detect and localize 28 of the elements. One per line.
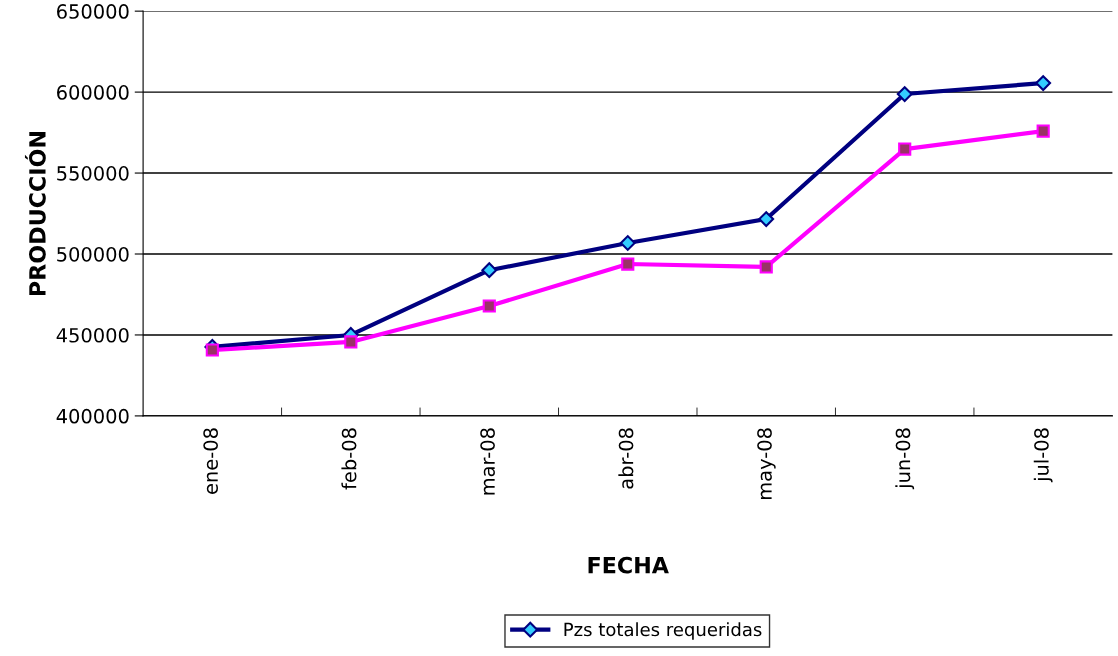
point <box>758 211 775 227</box>
point <box>1035 75 1052 91</box>
point <box>344 335 358 349</box>
point <box>481 262 498 279</box>
x-tick-label: jul-08 <box>1033 428 1053 483</box>
x-axis-title: FECHA <box>588 556 669 574</box>
point <box>898 142 912 156</box>
x-tick-label: may-08 <box>757 428 776 500</box>
x-tick-label: mar-08 <box>480 428 495 495</box>
y-tick-label: 500000 <box>57 246 129 262</box>
y-tick-label: 550000 <box>57 166 129 181</box>
point <box>759 260 773 274</box>
y-tick-label: 400000 <box>56 408 129 424</box>
point <box>1036 124 1050 138</box>
x-tick-label: abr-08 <box>618 428 634 489</box>
point <box>619 235 636 251</box>
point <box>205 343 219 357</box>
legend-label: Pzs totales requeridas <box>564 622 762 640</box>
x-tick-label: ene-08 <box>203 428 218 494</box>
point <box>896 86 913 102</box>
point <box>482 299 496 313</box>
y-tick-label: 450000 <box>56 327 129 343</box>
x-tick-label: jun-08 <box>895 428 915 490</box>
x-tick-label: feb-08 <box>341 428 357 490</box>
point <box>621 257 635 271</box>
y-tick-label: 600000 <box>57 85 129 100</box>
y-tick-label: 650000 <box>57 4 129 19</box>
y-axis-title: PRODUCCIÓN <box>24 131 46 296</box>
